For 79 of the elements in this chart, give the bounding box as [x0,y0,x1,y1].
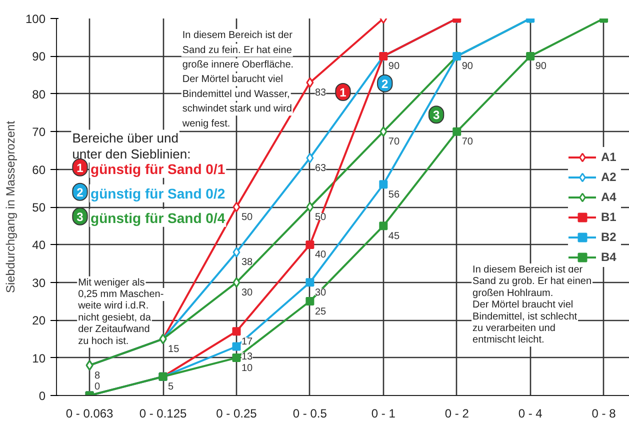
annotation: In diesem Bereich ist der Sand zu grob. Er hat einen großen Hohlraum. Der Mörtel braucht viel Bindemittel, ist schlecht zu verarbeiten und entmischt leicht. [472,264,592,346]
data-label: 10 [241,362,254,374]
annotation: 3 [76,210,84,224]
data-label: 13 [241,351,254,362]
data-label: 15 [168,344,180,355]
legend-label: A1 [601,150,618,164]
data-label: 90 [462,61,474,72]
annotation: Mit weniger als 0,25 mm Maschen- weite wird i.d.R. nicht gesiebt, da der Zeitaufwand zu hoch ist. [77,277,164,347]
point [379,222,388,230]
y-tick-label: 100 [25,12,46,26]
y-tick-label: 80 [32,87,46,102]
legend-label: B4 [601,250,618,264]
legend-label: A2 [601,170,618,184]
y-tick-label: 40 [32,238,46,252]
y-tick-label: 90 [32,50,46,64]
point [232,277,240,288]
y-axis-title: Siebdurchgang in Masseprozent [3,120,18,294]
data-label: 8 [94,370,101,382]
legend-label: B2 [601,230,618,244]
y-tick-label: 50 [32,200,46,214]
data-label: 63 [314,162,327,174]
point [232,354,241,362]
data-label: 50 [241,212,254,223]
legend-label: A4 [601,190,618,204]
data-label: 83 [314,88,327,99]
point [452,127,462,136]
annotation: 2 [76,185,84,200]
annotation: günstig für Sand 0/1 [90,160,226,177]
data-label: 70 [462,136,474,148]
point [526,52,535,60]
point [306,152,314,164]
x-tick-label: 0 - 1 [371,406,396,420]
annotation: Bereiche über und unter den Sieblinien: [72,130,191,162]
point [232,202,240,212]
point [232,246,240,258]
point [232,327,241,336]
point [232,342,241,351]
y-tick-label: 60 [32,162,46,177]
data-label: 30 [241,287,254,298]
annotation: 2 [382,76,389,91]
x-tick-label: 0 - 4 [518,406,543,420]
annotation: 1 [76,160,84,175]
point [306,202,314,212]
annotation: In diesem Bereich ist der Sand zu fein. Er hat eine große innere Oberfläche. Der Mörtel barucht viel Bindemittel und Wasser, schwindet stark und wird wenig fest. [181,30,294,130]
annotation: günstig für Sand 0/4 [90,210,226,226]
data-label: 56 [388,189,400,200]
data-label: 0 [94,382,101,392]
point [306,297,314,306]
data-label: 70 [388,136,400,148]
y-tick-label: 0 [38,389,46,403]
y-tick-label: 30 [32,276,46,290]
data-label: 30 [314,287,327,298]
x-tick-label: 0 - 0.25 [216,406,258,420]
x-tick-label: 0 - 0.5 [292,406,328,420]
data-label: 90 [388,61,400,72]
point [306,240,314,249]
annotation: 1 [340,86,347,100]
point [306,278,314,287]
x-tick-label: 0 - 8 [592,406,616,420]
y-tick-label: 10 [32,351,46,366]
legend-label: B1 [601,210,618,224]
annotation: günstig für Sand 0/2 [90,185,226,202]
x-tick-label: 0 - 0.125 [139,406,188,420]
point [379,180,388,189]
data-label: 25 [314,306,327,318]
point [306,77,314,88]
y-tick-label: 20 [32,314,46,328]
y-tick-label: 70 [32,125,46,140]
data-label: 90 [535,61,547,72]
x-tick-label: 0 - 0.063 [66,406,114,420]
data-label: 5 [168,382,174,393]
data-label: 50 [314,212,327,223]
data-label: 38 [241,257,254,268]
data-label: 45 [388,230,400,242]
annotation: 3 [432,108,440,122]
point [380,126,388,137]
x-tick-label: 0 - 2 [444,406,470,420]
data-label: 40 [314,250,327,261]
data-label: 17 [241,336,254,348]
